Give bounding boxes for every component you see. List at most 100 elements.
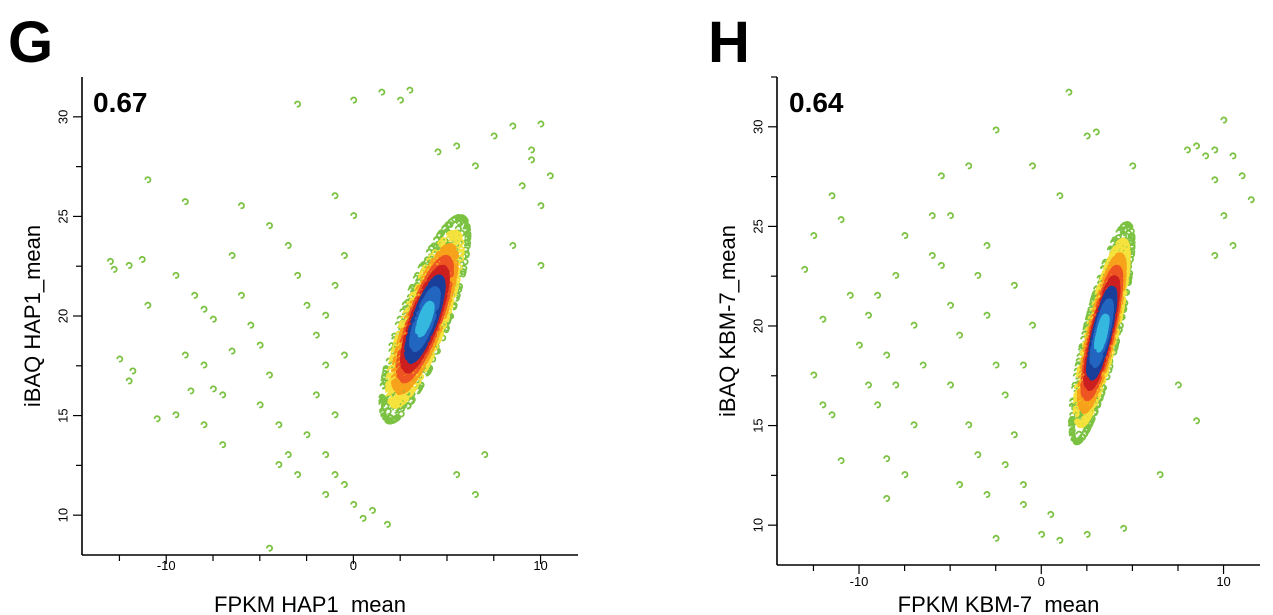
density-point	[442, 269, 450, 277]
outlier-point	[340, 251, 348, 259]
outlier-point	[209, 385, 217, 393]
outlier-point	[481, 451, 489, 459]
outlier-point	[471, 490, 479, 498]
outlier-point	[312, 391, 320, 399]
density-point	[454, 241, 461, 249]
density-point	[451, 215, 459, 223]
density-point	[441, 224, 449, 232]
outlier-point	[138, 255, 146, 263]
outlier-point	[284, 451, 292, 459]
y-tick-label: 20	[55, 309, 70, 323]
outlier-point	[350, 500, 358, 508]
density-point	[392, 406, 399, 414]
scatter-points	[106, 86, 554, 552]
y-tick-label: 30	[55, 110, 70, 124]
outlier-point	[397, 96, 404, 104]
density-point	[408, 293, 416, 301]
outlier-point	[266, 222, 273, 230]
y-tick-label: 10	[55, 508, 70, 522]
outlier-point	[350, 212, 358, 220]
outlier-point	[383, 520, 391, 528]
outlier-point	[200, 305, 208, 313]
outlier-point	[187, 387, 195, 395]
outlier-point	[266, 544, 273, 552]
density-point	[446, 243, 453, 251]
density-point	[457, 249, 465, 257]
density-point	[395, 368, 403, 376]
density-point	[407, 355, 415, 363]
outlier-point	[144, 301, 152, 309]
outlier-point	[219, 441, 227, 449]
density-point	[437, 257, 445, 265]
density-point	[385, 393, 393, 401]
outlier-point	[528, 156, 536, 164]
outlier-point	[322, 451, 330, 459]
x-tick-label: 0	[350, 558, 357, 573]
density-point	[414, 350, 422, 358]
outlier-point	[471, 162, 479, 170]
outlier-point	[518, 182, 526, 190]
density-point	[407, 352, 415, 360]
density-point	[378, 398, 386, 406]
density-point	[379, 407, 386, 415]
outlier-point	[294, 271, 302, 279]
outlier-point	[453, 471, 461, 479]
density-point	[390, 416, 398, 424]
outlier-point	[106, 257, 114, 265]
density-point	[434, 267, 442, 275]
panel-label-g: G	[8, 10, 54, 75]
outlier-point	[125, 377, 133, 385]
outlier-point	[294, 100, 302, 108]
outlier-point	[256, 341, 264, 349]
outlier-point	[340, 481, 348, 488]
outlier-point	[228, 251, 236, 259]
outlier-point	[537, 261, 545, 269]
density-point	[447, 218, 455, 226]
y-tick-label: 25	[55, 209, 70, 223]
outlier-point	[528, 146, 536, 154]
outlier-point	[331, 192, 339, 200]
density-point	[398, 375, 406, 383]
density-point	[443, 255, 451, 263]
density-point	[384, 407, 392, 415]
y-axis-title: iBAQ HAP1_mean	[20, 225, 45, 407]
density-point	[448, 232, 456, 240]
density-point	[403, 366, 411, 374]
density-point	[437, 240, 444, 248]
density-point	[412, 274, 420, 282]
panel-g: G -10 0 10 10 15 20 25 30 FPKM HAP1_mean iBAQ HAP…	[0, 0, 620, 615]
outlier-point	[181, 351, 189, 359]
outlier-point	[303, 431, 311, 439]
outlier-point	[200, 421, 208, 429]
outlier-point	[340, 351, 348, 359]
outlier-point	[256, 401, 264, 409]
density-point	[399, 358, 407, 366]
outlier-point	[453, 142, 461, 150]
outlier-point	[116, 355, 124, 363]
outlier-point	[490, 132, 498, 140]
outlier-point	[546, 172, 554, 180]
x-tick-label: 10	[533, 558, 547, 573]
outlier-point	[144, 176, 152, 184]
outlier-point	[247, 321, 255, 329]
density-point	[435, 277, 443, 285]
density-point	[464, 239, 472, 247]
outlier-point	[191, 291, 199, 299]
outlier-point	[181, 198, 189, 206]
density-point	[455, 232, 463, 240]
density-point	[439, 237, 447, 245]
density-point	[436, 258, 444, 266]
outlier-point	[237, 202, 245, 210]
density-point	[400, 396, 408, 404]
outlier-point	[322, 361, 330, 369]
density-point	[446, 221, 454, 229]
outlier-point	[322, 490, 330, 498]
outlier-point	[266, 371, 273, 379]
outlier-point	[275, 461, 283, 469]
density-point	[459, 214, 467, 222]
outlier-point	[294, 471, 302, 479]
outlier-point	[537, 120, 545, 128]
density-point	[463, 222, 471, 230]
density-point	[442, 275, 450, 283]
